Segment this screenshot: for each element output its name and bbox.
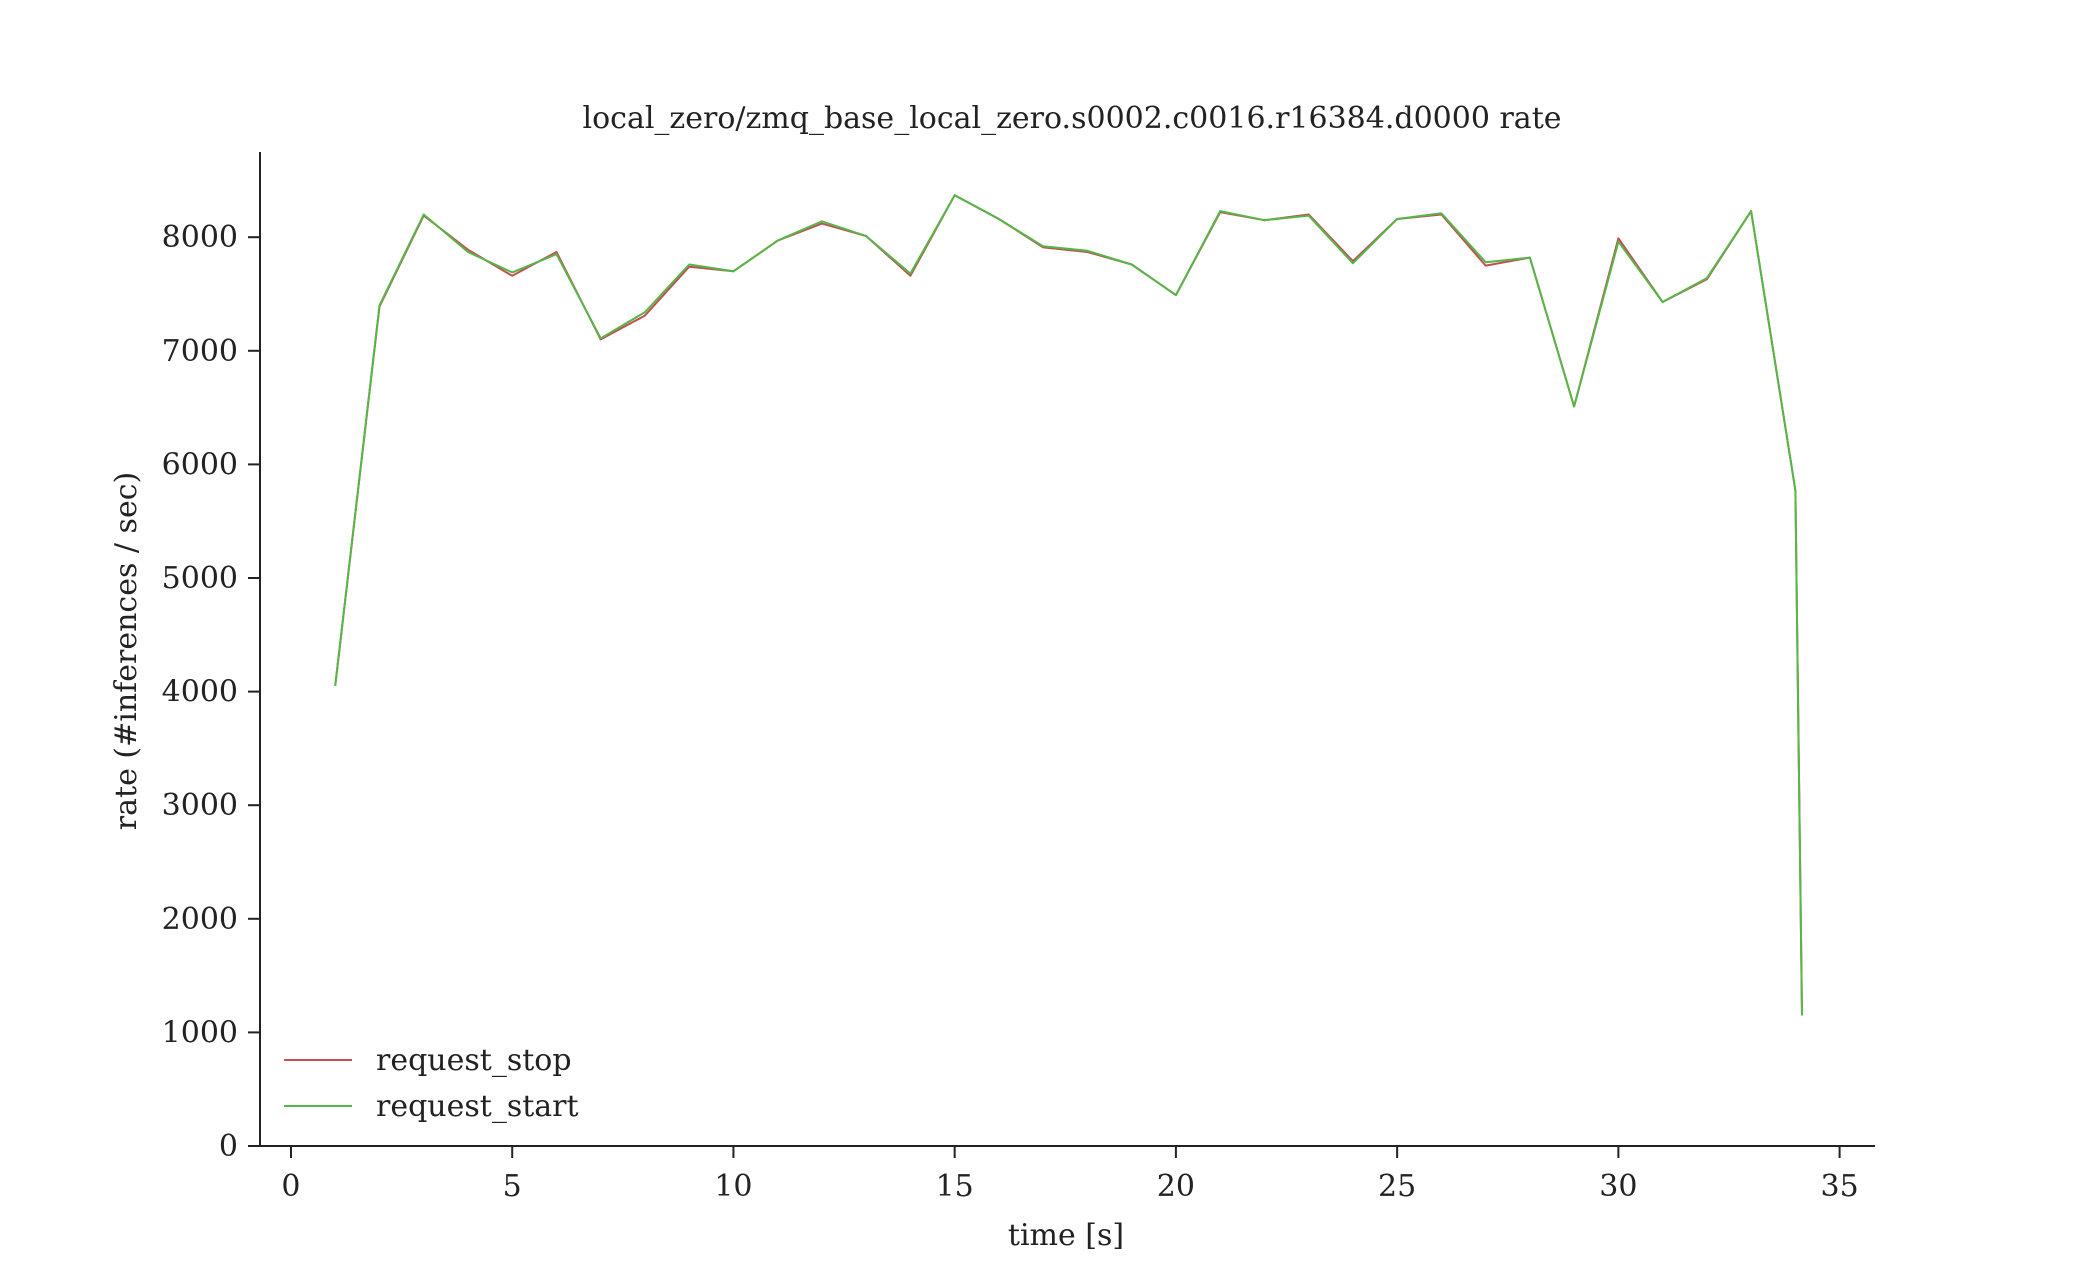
legend: request_stop request_start [284, 1043, 579, 1124]
y-tick-label: 6000 [162, 447, 238, 482]
y-axis: 0 1000 2000 3000 4000 5000 6000 7000 8000 [162, 152, 261, 1164]
x-tick-label: 35 [1821, 1169, 1859, 1204]
y-tick-label: 8000 [162, 220, 238, 255]
x-tick-label: 5 [503, 1169, 522, 1204]
y-axis-label: rate (#inferences / sec) [109, 472, 144, 830]
series-line-request-stop [334, 194, 1803, 1016]
y-tick-label: 3000 [162, 788, 238, 823]
plot-area [334, 194, 1803, 1016]
x-tick-label: 20 [1157, 1169, 1195, 1204]
y-tick-label: 2000 [162, 902, 238, 937]
x-axis: 0 5 10 15 20 25 30 35 [260, 1145, 1875, 1204]
x-tick-label: 10 [714, 1169, 752, 1204]
y-tick-label: 0 [219, 1129, 238, 1164]
y-tick-label: 1000 [162, 1015, 238, 1050]
y-tick-label: 5000 [162, 561, 238, 596]
x-tick-label: 0 [281, 1169, 300, 1204]
legend-label-request-stop: request_stop [376, 1043, 572, 1078]
y-tick-label: 4000 [162, 675, 238, 710]
chart-title: local_zero/zmq_base_local_zero.s0002.c00… [582, 101, 1561, 136]
x-tick-label: 25 [1378, 1169, 1416, 1204]
legend-label-request-start: request_start [376, 1089, 579, 1124]
x-tick-label: 30 [1599, 1169, 1637, 1204]
x-axis-label: time [s] [1008, 1218, 1124, 1253]
series-line-request-start [334, 194, 1803, 1016]
y-tick-label: 7000 [162, 334, 238, 369]
x-tick-label: 15 [936, 1169, 974, 1204]
